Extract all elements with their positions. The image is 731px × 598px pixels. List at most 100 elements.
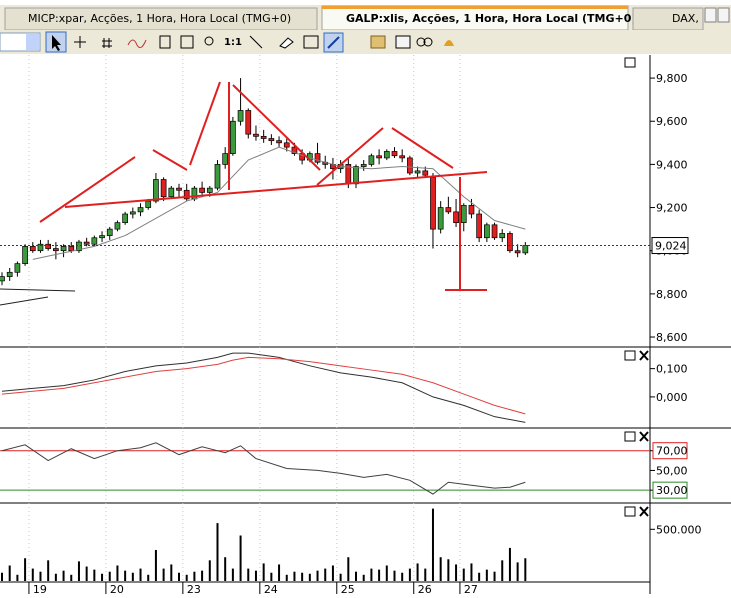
- candle-body: [468, 205, 475, 215]
- candle-body: [499, 233, 506, 239]
- y-tick-label: 9,600: [656, 115, 688, 128]
- candle-body: [430, 176, 436, 230]
- close-button[interactable]: [639, 431, 649, 442]
- candle-body: [214, 164, 221, 189]
- y-tick-label: 30,00: [656, 484, 688, 497]
- last-price-label: 9,024: [655, 240, 687, 253]
- candle-body: [353, 166, 359, 185]
- candle-body: [0, 276, 5, 282]
- candle-body: [391, 151, 398, 157]
- candle-body: [29, 246, 36, 252]
- eraser-tool[interactable]: [279, 37, 294, 49]
- chart-marks: 192023242526278,6008,8009,0009,2009,4009…: [0, 55, 702, 596]
- dropdown-button[interactable]: [26, 34, 39, 50]
- candle-body: [422, 170, 429, 176]
- candle-body: [6, 271, 13, 277]
- link-tool: [423, 37, 433, 47]
- indicator-tool[interactable]: [127, 39, 147, 49]
- candle-body: [22, 246, 28, 265]
- toolbar: [0, 30, 731, 54]
- candle-body: [453, 211, 459, 224]
- candle-body: [507, 233, 513, 252]
- candle-body: [245, 110, 252, 135]
- link-tool[interactable]: [416, 37, 426, 47]
- candle-body: [206, 187, 213, 193]
- trend-line: [391, 127, 454, 169]
- tab-label[interactable]: MICP:xpar, Acções, 1 Hora, Hora Local (T…: [28, 12, 291, 25]
- candle-body: [291, 146, 298, 154]
- candle-body: [268, 138, 275, 142]
- y-tick-label: 0,000: [656, 391, 688, 404]
- candle-body: [283, 142, 290, 148]
- candle-body: [145, 200, 152, 208]
- zoom-ratio[interactable]: 1:1: [224, 37, 242, 48]
- y-tick-label: 9,400: [656, 158, 688, 171]
- candle-body: [176, 187, 182, 191]
- tab-scroll[interactable]: [717, 7, 730, 23]
- line-tool[interactable]: [249, 35, 263, 49]
- candle-body: [230, 120, 236, 154]
- candle-body: [437, 207, 444, 230]
- table-tool[interactable]: [395, 35, 411, 49]
- candle-body: [383, 151, 390, 159]
- y-tick-label: 9,800: [656, 72, 688, 85]
- candle-body: [76, 241, 82, 252]
- candle-body: [60, 246, 67, 252]
- candle-body: [129, 211, 136, 215]
- y-tick-label: 500.000: [656, 523, 702, 536]
- candle-body: [483, 224, 490, 239]
- maximize-button[interactable]: [624, 57, 636, 68]
- indicator-line: [1, 442, 526, 495]
- candle-body: [460, 205, 467, 224]
- indicator-line: [1, 356, 526, 415]
- trend-line: [0, 296, 49, 306]
- candle-body: [183, 189, 190, 200]
- candle-body: [199, 187, 205, 193]
- candle-body: [253, 133, 259, 137]
- tab-highlight: [322, 6, 628, 9]
- tab-label[interactable]: DAX,: [672, 12, 699, 25]
- candle-body: [476, 213, 482, 239]
- last-price-box: [651, 237, 689, 255]
- trend-line: [152, 149, 188, 171]
- candle-body: [491, 224, 498, 239]
- candle-body: [222, 153, 229, 165]
- pointer-icon: [52, 35, 61, 51]
- y-tick-label: 8,800: [656, 288, 688, 301]
- style-tool[interactable]: [303, 35, 319, 49]
- zoom-tool[interactable]: [204, 36, 214, 46]
- maximize-button[interactable]: [624, 431, 636, 442]
- alert-tool[interactable]: [444, 40, 454, 46]
- drawings: [39, 81, 488, 291]
- template-tool[interactable]: [370, 35, 386, 49]
- indicator-line: [1, 352, 526, 423]
- maximize-button[interactable]: [624, 350, 636, 361]
- trend-line: [316, 127, 384, 186]
- candle-body: [414, 170, 421, 174]
- candle-body: [368, 155, 375, 165]
- crosshair-tool[interactable]: [74, 36, 86, 48]
- moving-average: [32, 146, 526, 260]
- x-tick-label: 24: [264, 583, 278, 594]
- tab-scroll[interactable]: [704, 7, 717, 23]
- candle-body: [91, 237, 98, 245]
- y-tick-label: 8,600: [656, 331, 688, 344]
- close-button[interactable]: [639, 506, 649, 517]
- magnet-icon: [327, 36, 340, 49]
- grid-tool[interactable]: [102, 38, 112, 48]
- candle-body: [114, 222, 121, 230]
- tab-label[interactable]: GALP:xlis, Acções, 1 Hora, Hora Local (T…: [346, 12, 636, 25]
- close-button[interactable]: [639, 350, 649, 361]
- candle-body: [399, 155, 406, 159]
- candle-body: [160, 179, 167, 198]
- candle-body: [522, 245, 529, 254]
- maximize-button[interactable]: [624, 506, 636, 517]
- info-tool[interactable]: [159, 35, 171, 49]
- candle-body: [137, 207, 144, 213]
- candle-body: [376, 155, 382, 159]
- box-tool[interactable]: [180, 35, 194, 49]
- candle-body: [99, 235, 105, 239]
